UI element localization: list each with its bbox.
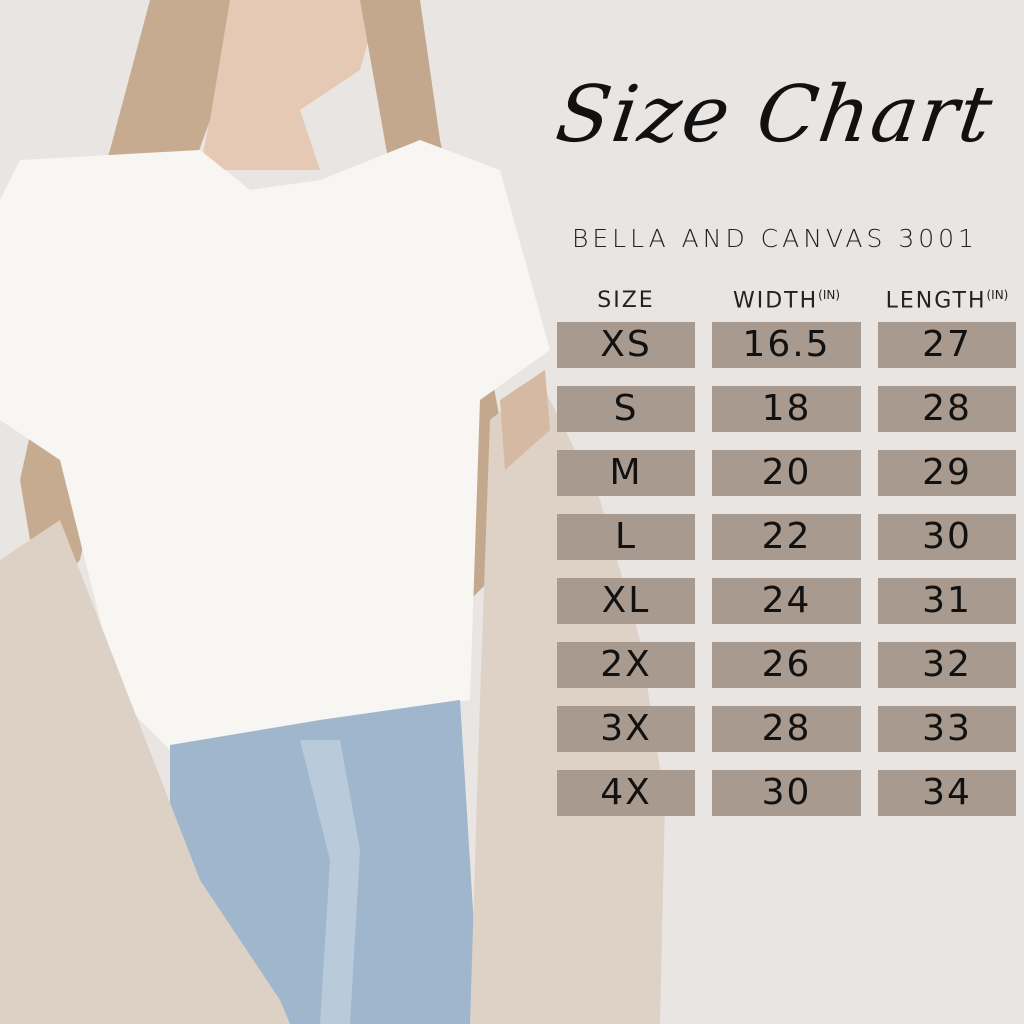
size-cell: L — [557, 514, 695, 560]
size-cell: XS — [557, 322, 695, 368]
product-subtitle: BELLA AND CANVAS 3001 — [572, 224, 978, 253]
header-size: SIZE — [557, 288, 695, 313]
skin — [200, 0, 380, 170]
length-cell: 28 — [878, 386, 1016, 432]
length-cell: 27 — [878, 322, 1016, 368]
length-cell: 29 — [878, 450, 1016, 496]
width-cell: 30 — [712, 770, 861, 816]
white-tshirt — [0, 140, 550, 750]
header-label: LENGTH — [885, 288, 987, 314]
header-width: WIDTH(IN) — [712, 288, 861, 313]
width-cell: 18 — [712, 386, 861, 432]
length-cell: 30 — [878, 514, 1016, 560]
header-unit: (IN) — [986, 288, 1009, 302]
size-chart-title: Size Chart — [550, 70, 1000, 160]
width-cell: 22 — [712, 514, 861, 560]
size-cell: 3X — [557, 706, 695, 752]
size-cell: S — [557, 386, 695, 432]
size-cell: 2X — [557, 642, 695, 688]
size-cell: 4X — [557, 770, 695, 816]
width-cell: 20 — [712, 450, 861, 496]
length-cell: 33 — [878, 706, 1016, 752]
width-cell: 24 — [712, 578, 861, 624]
header-label: SIZE — [597, 288, 655, 313]
width-cell: 26 — [712, 642, 861, 688]
length-cell: 34 — [878, 770, 1016, 816]
cardigan-right — [470, 380, 665, 1024]
header-unit: (IN) — [818, 288, 841, 302]
size-cell: XL — [557, 578, 695, 624]
jeans — [170, 700, 480, 1024]
width-cell: 28 — [712, 706, 861, 752]
header-length: LENGTH(IN) — [878, 288, 1016, 313]
length-cell: 32 — [878, 642, 1016, 688]
size-cell: M — [557, 450, 695, 496]
length-cell: 31 — [878, 578, 1016, 624]
width-cell: 16.5 — [712, 322, 861, 368]
header-label: WIDTH — [732, 288, 819, 314]
cardigan-left — [0, 520, 290, 1024]
